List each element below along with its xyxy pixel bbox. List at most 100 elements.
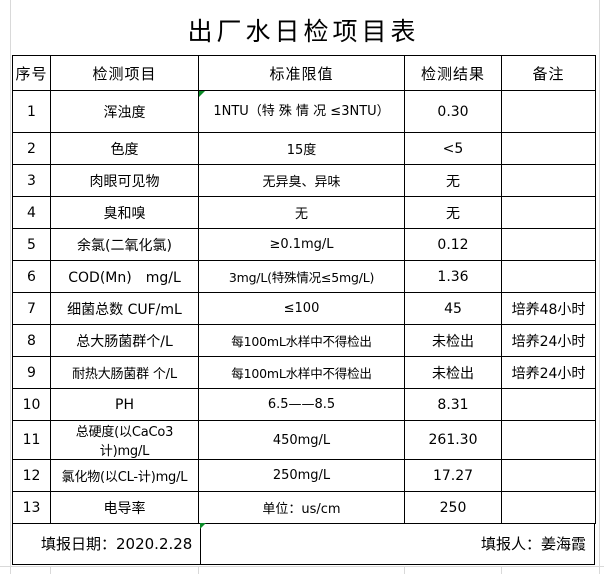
cell-note	[501, 132, 596, 165]
cell-item: PH	[50, 388, 199, 421]
table-row: 2 色度 15度 <5	[12, 132, 596, 165]
table-header: 序号 检测项目 标准限值 检测结果 备注	[12, 55, 596, 91]
table-row: 8 总大肠菌群个/L 每100mL水样中不得检出 未检出 培养24小时	[12, 324, 596, 357]
sheet-gridline-vertical	[599, 0, 600, 574]
table-row: 11 总硬度(以CaCo3计)mg/L 450mg/L 261.30	[12, 420, 596, 460]
cell-note	[501, 228, 596, 261]
cell-limit: 每100mL水样中不得检出	[198, 356, 405, 389]
page-title: 出厂水日检项目表	[12, 8, 595, 52]
cell-seq: 3	[12, 164, 51, 197]
table-row: 13 电导率 单位：us/cm 250	[12, 491, 596, 524]
table-row: 3 肉眼可见物 无异臭、异味无	[12, 164, 596, 197]
cell-limit: 15度	[198, 132, 405, 165]
table-row: 6 COD(Mn) mg/L 3mg/L(特殊情况≤5mg/L) 1.36	[12, 260, 596, 293]
page-title-text: 出厂水日检项目表	[187, 17, 420, 46]
table-row: 12 氯化物(以CL-计)mg/L 250mg/L 17.27	[12, 459, 596, 492]
cell-limit: 250mg/L	[198, 459, 405, 492]
cell-seq: 11	[12, 420, 51, 460]
cell-note	[501, 420, 596, 460]
cell-limit: 单位：us/cm	[198, 491, 405, 524]
column-header-note: 备注	[501, 55, 596, 91]
cell-result: 无	[404, 196, 502, 229]
cell-result: 0.30	[404, 90, 502, 133]
table-row: 7 细菌总数 CUF/mL ≤100 45 培养48小时	[12, 292, 596, 325]
cell-result: 261.30	[404, 420, 502, 460]
cell-item: 臭和嗅	[50, 196, 199, 229]
cell-limit: 3mg/L(特殊情况≤5mg/L)	[198, 260, 405, 293]
cell-limit: 无	[198, 196, 405, 229]
cell-seq: 1	[12, 90, 51, 133]
table-row: 5 余氯(二氧化氯) ≥0.1mg/L 0.12	[12, 228, 596, 261]
sheet-gridline-vertical	[10, 566, 11, 574]
cell-item: 耐热大肠菌群 个/L	[50, 356, 199, 389]
cell-result: 未检出	[404, 356, 502, 389]
cell-item: 总硬度(以CaCo3计)mg/L	[50, 420, 199, 460]
cell-note: 培养24小时	[501, 356, 596, 389]
cell-seq: 12	[12, 459, 51, 492]
sheet-gridline-vertical	[10, 0, 11, 574]
cell-note	[501, 459, 596, 492]
cell-result: 17.27	[404, 459, 502, 492]
sheet-gridline-vertical	[404, 566, 405, 574]
cell-seq: 8	[12, 324, 51, 357]
cell-limit: 1NTU（特 殊 情 况 ≤3NTU）	[198, 90, 405, 133]
cell-limit: 6.5——8.5	[198, 388, 405, 421]
cell-seq: 2	[12, 132, 51, 165]
cell-item: 总大肠菌群个/L	[50, 324, 199, 357]
column-header-seq: 序号	[12, 55, 51, 91]
error-flag-icon	[199, 91, 205, 97]
cell-note	[501, 90, 596, 133]
cell-limit: 每100mL水样中不得检出	[198, 324, 405, 357]
cell-item: 氯化物(以CL-计)mg/L	[50, 459, 199, 492]
cell-limit: 450mg/L	[198, 420, 405, 460]
table-body: 1 浑浊度 1NTU（特 殊 情 况 ≤3NTU） 0.30 2 色度 15度 <5 3 肉眼可见…	[12, 90, 596, 524]
cell-item: 浑浊度	[50, 90, 199, 133]
cell-item: COD(Mn) mg/L	[50, 260, 199, 293]
cell-result: 1.36	[404, 260, 502, 293]
cell-result: 8.31	[404, 388, 502, 421]
cell-result: 45	[404, 292, 502, 325]
table-header-row: 序号 检测项目 标准限值 检测结果 备注	[12, 55, 596, 91]
table-row: 9 耐热大肠菌群 个/L 每100mL水样中不得检出 未检出 培养24小时	[12, 356, 596, 389]
sheet-gridline-horizontal	[0, 566, 604, 567]
cell-seq: 9	[12, 356, 51, 389]
cell-note: 培养48小时	[501, 292, 596, 325]
cell-item: 色度	[50, 132, 199, 165]
cell-item: 电导率	[50, 491, 199, 524]
sheet-gridline-vertical	[198, 566, 199, 574]
cell-note: 培养24小时	[501, 324, 596, 357]
cell-seq: 7	[12, 292, 51, 325]
table-row: 4 臭和嗅无无	[12, 196, 596, 229]
report-footer: 填报日期：2020.2.28 填报人：姜海霞	[12, 523, 595, 565]
error-flag-icon	[200, 523, 206, 529]
column-header-limit: 标准限值	[198, 55, 405, 91]
footer-divider	[200, 523, 201, 564]
cell-seq: 5	[12, 228, 51, 261]
cell-result: <5	[404, 132, 502, 165]
cell-seq: 4	[12, 196, 51, 229]
sheet-gridline-vertical	[50, 566, 51, 574]
cell-note	[501, 388, 596, 421]
cell-note	[501, 260, 596, 293]
cell-seq: 13	[12, 491, 51, 524]
column-header-item: 检测项目	[50, 55, 199, 91]
inspection-table: 序号 检测项目 标准限值 检测结果 备注 1 浑浊度 1NTU（特 殊 情 况 ≤3…	[12, 55, 596, 524]
cell-result: 无	[404, 164, 502, 197]
cell-note	[501, 196, 596, 229]
cell-item: 肉眼可见物	[50, 164, 199, 197]
cell-limit: ≥0.1mg/L	[198, 228, 405, 261]
cell-seq: 6	[12, 260, 51, 293]
table-row: 10 PH 6.5——8.5 8.31	[12, 388, 596, 421]
cell-note	[501, 164, 596, 197]
cell-limit: 无异臭、异味	[198, 164, 405, 197]
cell-result: 未检出	[404, 324, 502, 357]
cell-note	[501, 491, 596, 524]
cell-item: 余氯(二氧化氯)	[50, 228, 199, 261]
cell-limit: ≤100	[198, 292, 405, 325]
cell-seq: 10	[12, 388, 51, 421]
cell-result: 250	[404, 491, 502, 524]
table-row: 1 浑浊度 1NTU（特 殊 情 况 ≤3NTU） 0.30	[12, 90, 596, 133]
cell-item: 细菌总数 CUF/mL	[50, 292, 199, 325]
cell-result: 0.12	[404, 228, 502, 261]
